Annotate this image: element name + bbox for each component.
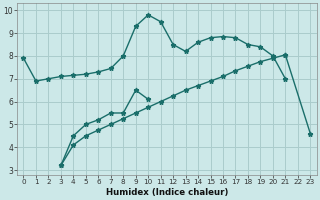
X-axis label: Humidex (Indice chaleur): Humidex (Indice chaleur) — [106, 188, 228, 197]
